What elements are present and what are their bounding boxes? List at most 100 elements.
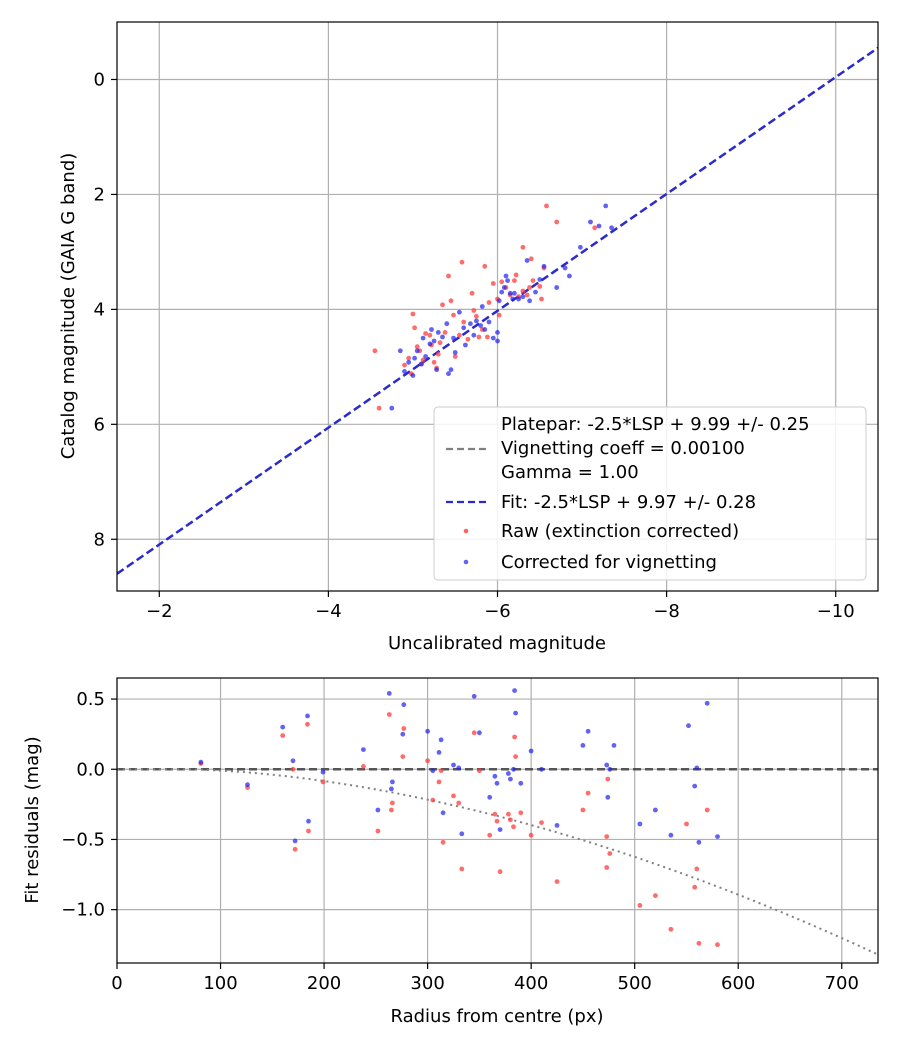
corrected-point	[490, 335, 496, 341]
raw-point	[605, 776, 611, 782]
raw-point	[376, 405, 382, 411]
corrected-point	[541, 263, 547, 269]
raw-point	[580, 807, 586, 813]
raw-point	[406, 355, 412, 361]
raw-point	[512, 278, 517, 283]
y-tick-label: 0.5	[76, 689, 105, 710]
corrected-point	[280, 724, 286, 730]
raw-point	[653, 893, 658, 898]
corrected-point	[468, 321, 473, 327]
corrected-point	[487, 794, 493, 800]
raw-point	[459, 866, 465, 872]
raw-point	[604, 865, 610, 870]
raw-point	[715, 942, 720, 948]
raw-point	[539, 820, 544, 825]
corrected-point	[423, 354, 428, 359]
corrected-point	[402, 369, 407, 374]
corrected-point	[419, 361, 424, 367]
raw-point	[486, 300, 492, 305]
y-axis-ticks: 0.5 0.0 −0.5 −1.0	[61, 689, 117, 921]
corrected-point	[508, 776, 513, 782]
corrected-point	[497, 827, 503, 832]
raw-point	[386, 712, 392, 717]
data-points	[198, 688, 720, 948]
raw-point	[390, 800, 395, 806]
corrected-point	[414, 348, 420, 354]
raw-point	[485, 334, 490, 340]
raw-point	[435, 351, 441, 357]
raw-point	[436, 779, 442, 785]
x-tick-label: −10	[817, 601, 855, 622]
raw-point	[592, 225, 598, 231]
corrected-point	[527, 298, 532, 304]
raw-point	[512, 734, 517, 740]
corrected-point	[506, 771, 511, 776]
raw-point	[513, 272, 519, 278]
corrected-point	[477, 730, 482, 736]
corrected-point	[440, 334, 445, 340]
raw-point	[292, 846, 298, 852]
corrected-point	[305, 713, 310, 719]
raw-point	[490, 281, 496, 286]
x-tick-label: −8	[653, 601, 680, 622]
corrected-point	[292, 838, 298, 844]
raw-point	[457, 332, 462, 338]
raw-point	[430, 797, 436, 803]
raw-point	[402, 362, 407, 368]
corrected-point	[554, 823, 560, 828]
raw-point	[604, 834, 610, 839]
corrected-point	[578, 244, 583, 250]
x-tick-label: 200	[307, 973, 341, 994]
raw-point	[446, 273, 451, 279]
raw-point	[440, 302, 445, 308]
raw-point	[528, 256, 534, 262]
raw-point	[414, 344, 420, 350]
corrected-point	[198, 759, 204, 765]
corrected-point	[501, 285, 507, 290]
legend-raw-label: Raw (extinction corrected)	[501, 521, 739, 542]
corrected-point	[457, 309, 462, 315]
y-tick-label: 6	[94, 414, 105, 435]
corrected-point	[482, 327, 488, 332]
legend-raw-swatch	[463, 528, 469, 534]
raw-point	[544, 203, 549, 209]
corrected-point	[653, 807, 658, 813]
y-tick-label: −0.5	[61, 829, 105, 850]
raw-point	[438, 768, 444, 774]
corrected-point	[585, 728, 591, 734]
corrected-point	[451, 762, 456, 768]
corrected-point	[320, 769, 326, 775]
raw-point	[471, 730, 477, 736]
raw-point	[412, 325, 417, 331]
corrected-point	[503, 273, 509, 279]
fit-lines	[117, 46, 878, 575]
corrected-point	[306, 818, 311, 824]
legend: Platepar: -2.5*LSP + 9.99 +/- 0.25 Vigne…	[433, 406, 867, 581]
corrected-point	[533, 289, 538, 295]
corrected-point	[435, 330, 441, 335]
raw-point	[607, 851, 613, 856]
raw-point	[684, 821, 689, 827]
corrected-point	[607, 766, 613, 772]
y-axis-label: Catalog magnitude (GAIA G band)	[58, 153, 79, 460]
corrected-point	[375, 807, 381, 813]
corrected-point	[495, 330, 500, 335]
raw-point	[474, 313, 479, 319]
corrected-point	[434, 367, 439, 373]
raw-point	[401, 726, 407, 731]
raw-point	[497, 869, 503, 875]
vignetting-line	[117, 768, 878, 956]
raw-point	[496, 312, 502, 318]
raw-point	[375, 828, 381, 834]
y-tick-label: 0	[94, 69, 105, 90]
raw-point	[492, 811, 498, 817]
corrected-point	[609, 225, 614, 231]
corrected-point	[524, 258, 530, 263]
corrected-point	[463, 342, 468, 348]
raw-point	[482, 263, 488, 269]
raw-point	[461, 319, 467, 325]
corrected-point	[471, 693, 477, 699]
raw-point	[704, 807, 710, 813]
data-points	[372, 203, 614, 411]
corrected-point	[505, 278, 510, 283]
